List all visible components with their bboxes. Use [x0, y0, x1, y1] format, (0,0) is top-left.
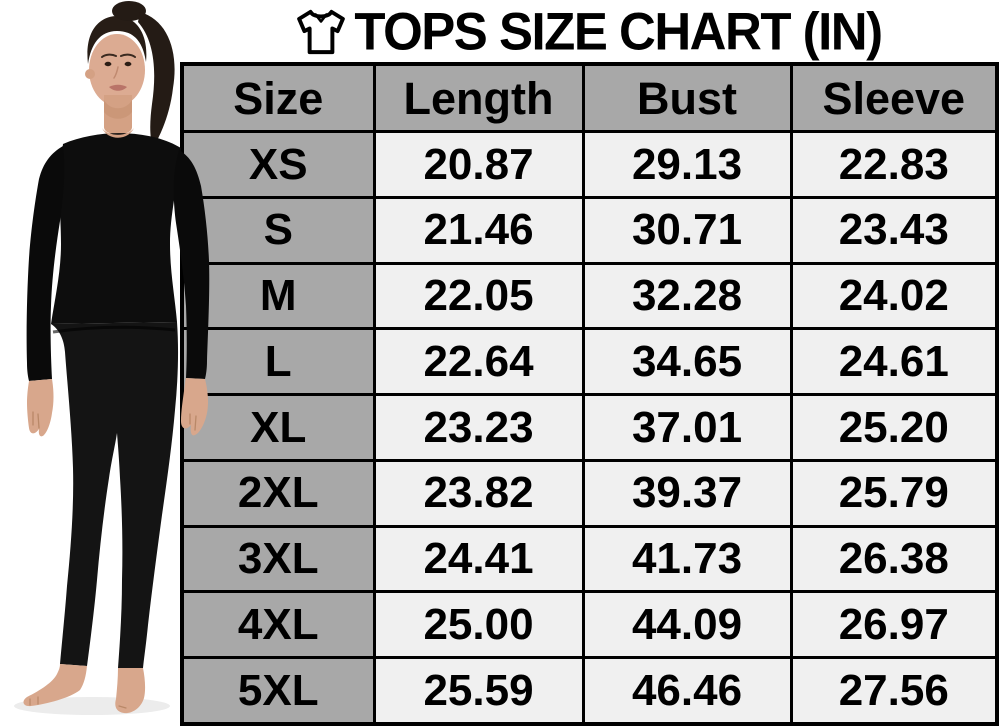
bust-cell: 32.28: [581, 261, 793, 331]
size-cell: XL: [180, 393, 376, 462]
column-header-size: Size: [180, 62, 376, 134]
bust-cell: 39.37: [581, 458, 793, 528]
tshirt-icon: [297, 9, 346, 55]
model-leggings: [51, 322, 179, 668]
length-cell: 23.82: [372, 458, 585, 528]
length-cell: 22.05: [372, 261, 585, 331]
length-cell: 21.46: [372, 196, 585, 265]
table-row: 5XL 25.59 46.46 27.56: [180, 656, 999, 726]
bust-cell: 30.71: [581, 196, 793, 265]
sleeve-cell: 25.20: [789, 393, 999, 462]
page-title: TOPS SIZE CHART (IN): [354, 1, 883, 61]
bust-cell: 41.73: [581, 524, 793, 594]
length-cell: 24.41: [372, 524, 585, 594]
size-cell: 2XL: [180, 458, 376, 528]
model-feet: [23, 664, 146, 714]
table-row: M 22.05 32.28 24.02: [180, 261, 999, 331]
floor-shadow: [14, 697, 170, 715]
table-row: 2XL 23.82 39.37 25.79: [180, 458, 999, 528]
length-cell: 25.00: [372, 590, 585, 660]
length-cell: 25.59: [372, 656, 585, 726]
bust-cell: 34.65: [581, 327, 793, 397]
table-row: XL 23.23 37.01 25.20: [180, 393, 999, 462]
sleeve-cell: 22.83: [789, 130, 999, 200]
size-cell: 3XL: [180, 524, 376, 594]
size-table: Size Length Bust Sleeve XS 20.87 29.13 2…: [180, 62, 999, 726]
page-title-bar: TOPS SIZE CHART (IN): [180, 0, 995, 62]
size-cell: L: [180, 327, 376, 397]
size-cell: 4XL: [180, 590, 376, 660]
length-cell: 23.23: [372, 393, 585, 462]
size-cell: XS: [180, 130, 376, 200]
length-cell: 22.64: [372, 327, 585, 397]
column-header-sleeve: Sleeve: [789, 62, 999, 134]
bust-cell: 44.09: [581, 590, 793, 660]
table-row: XS 20.87 29.13 22.83: [180, 130, 999, 200]
table-header-row: Size Length Bust Sleeve: [180, 62, 999, 134]
size-cell: M: [180, 261, 376, 331]
column-header-length: Length: [372, 62, 585, 134]
sleeve-cell: 23.43: [789, 196, 999, 265]
size-cell: 5XL: [180, 656, 376, 726]
table-row: 4XL 25.00 44.09 26.97: [180, 590, 999, 660]
model-head: [85, 1, 175, 148]
bust-cell: 37.01: [581, 393, 793, 462]
sleeve-cell: 27.56: [789, 656, 999, 726]
sleeve-cell: 26.38: [789, 524, 999, 594]
table-row: S 21.46 30.71 23.43: [180, 196, 999, 265]
sleeve-cell: 26.97: [789, 590, 999, 660]
bust-cell: 46.46: [581, 656, 793, 726]
table-row: L 22.64 34.65 24.61: [180, 327, 999, 397]
length-cell: 20.87: [372, 130, 585, 200]
sleeve-cell: 24.61: [789, 327, 999, 397]
table-row: 3XL 24.41 41.73 26.38: [180, 524, 999, 594]
column-header-bust: Bust: [581, 62, 793, 134]
sleeve-cell: 24.02: [789, 261, 999, 331]
sleeve-cell: 25.79: [789, 458, 999, 528]
bust-cell: 29.13: [581, 130, 793, 200]
size-cell: S: [180, 196, 376, 265]
